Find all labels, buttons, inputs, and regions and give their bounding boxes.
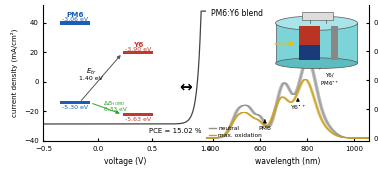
X-axis label: wavelength (nm): wavelength (nm): [255, 157, 320, 166]
X-axis label: voltage (V): voltage (V): [104, 157, 146, 166]
Text: -3.90 eV: -3.90 eV: [125, 47, 151, 52]
Text: PM6: PM6: [259, 120, 271, 131]
Text: 1.40 eV: 1.40 eV: [79, 76, 103, 81]
Text: Y6$^{\bullet+}$: Y6$^{\bullet+}$: [290, 98, 306, 112]
Text: $\Delta E_{HOMO}$: $\Delta E_{HOMO}$: [104, 99, 127, 108]
Text: Y6: Y6: [133, 42, 143, 48]
Bar: [122, 51, 153, 54]
Text: PCE = 15.02 %: PCE = 15.02 %: [149, 128, 201, 134]
Text: PM6:Y6 blend: PM6:Y6 blend: [211, 9, 263, 18]
Y-axis label: current density (mA/cm²): current density (mA/cm²): [11, 29, 18, 117]
Bar: [60, 21, 90, 25]
Text: Y6/
PM6$^{\bullet+}$: Y6/ PM6$^{\bullet+}$: [319, 66, 339, 88]
Text: -5.30 eV: -5.30 eV: [62, 105, 88, 110]
Text: PM6: PM6: [66, 12, 84, 18]
Text: -5.63 eV: -5.63 eV: [125, 117, 151, 122]
Text: $E_{tr}$: $E_{tr}$: [86, 67, 96, 77]
Text: -3.06 eV: -3.06 eV: [62, 17, 88, 22]
Bar: [122, 113, 153, 116]
Legend: neutral, max. oxidation: neutral, max. oxidation: [209, 126, 262, 138]
Text: 0.33 eV: 0.33 eV: [104, 107, 126, 112]
Text: ↔: ↔: [180, 80, 192, 94]
Bar: [60, 101, 90, 104]
